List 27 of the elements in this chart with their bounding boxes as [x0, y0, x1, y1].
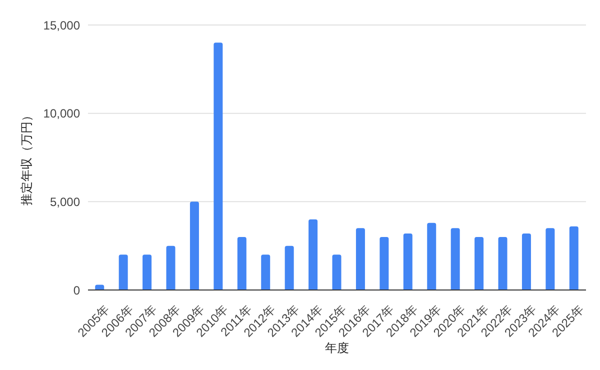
bar [356, 228, 365, 290]
bar [498, 237, 508, 290]
x-axis-title: 年度 [325, 341, 349, 355]
bar [332, 254, 342, 290]
bar [237, 237, 246, 290]
bar [142, 254, 152, 290]
bar [214, 42, 223, 290]
y-axis-title: 推定年収（万円） [19, 110, 34, 206]
y-tick-label: 15,000 [43, 18, 80, 32]
y-tick-label: 10,000 [43, 106, 80, 121]
bar [284, 246, 294, 290]
bar [474, 237, 484, 290]
bar [261, 254, 270, 290]
bar [308, 219, 318, 290]
bar [522, 233, 531, 290]
bar [546, 228, 555, 290]
bar [118, 254, 128, 290]
bar [380, 237, 389, 290]
bar [569, 226, 578, 290]
bar [403, 233, 412, 290]
bar [450, 228, 460, 290]
bar [95, 284, 104, 290]
bar [190, 202, 199, 290]
y-tick-label: 0 [73, 283, 80, 298]
y-tick-label: 5,000 [50, 194, 80, 209]
bar [166, 246, 176, 290]
bar [427, 222, 436, 290]
